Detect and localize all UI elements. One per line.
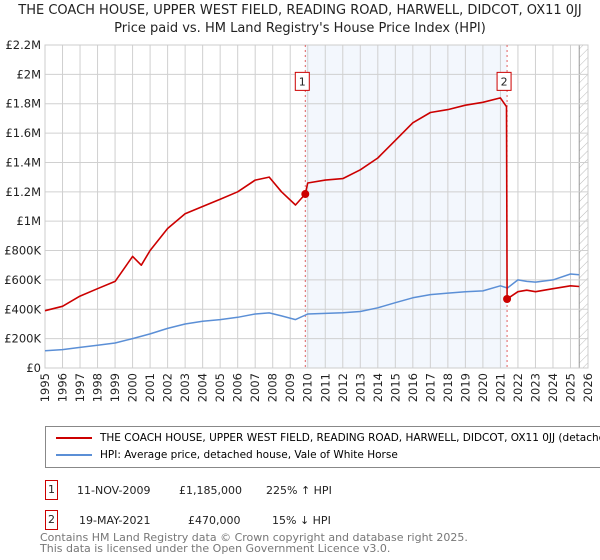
x-tick-label: 2015 (388, 373, 402, 402)
x-tick-label: 2008 (266, 373, 280, 402)
x-tick-label: 1995 (38, 373, 52, 402)
y-tick-label: £600K (4, 273, 41, 287)
sale-period-shading (305, 45, 508, 368)
x-tick-label: 2006 (231, 373, 245, 402)
legend-swatch-hpi (56, 454, 92, 456)
sale-label: 1 (299, 75, 306, 88)
y-tick-label: £2.2M (5, 38, 41, 52)
x-tick-label: 2001 (143, 373, 157, 402)
x-tick-label: 2020 (476, 373, 490, 402)
x-tick-label: 2024 (546, 373, 560, 402)
y-tick-label: £1M (16, 214, 41, 228)
x-tick-label: 2003 (178, 373, 192, 402)
x-tick-label: 2012 (336, 373, 350, 402)
chart-title: THE COACH HOUSE, UPPER WEST FIELD, READI… (18, 3, 582, 18)
sale-point (301, 190, 310, 199)
x-tick-label: 2005 (213, 373, 227, 402)
x-tick-label: 2002 (161, 373, 175, 402)
y-tick-label: £1.2M (5, 185, 41, 199)
footer-line-1: Contains HM Land Registry data © Crown c… (40, 531, 468, 544)
sale-badge: 1 (45, 480, 58, 500)
x-tick-label: 2014 (371, 373, 385, 402)
x-tick-label: 2007 (248, 373, 262, 402)
sale-label: 2 (501, 75, 508, 88)
sale-price: £470,000 (188, 514, 241, 527)
legend: THE COACH HOUSE, UPPER WEST FIELD, READI… (45, 426, 600, 468)
chart-subtitle: Price paid vs. HM Land Registry's House … (114, 21, 486, 36)
property-line (44, 97, 580, 312)
x-tick-label: 2017 (423, 373, 437, 402)
x-tick-label: 1999 (108, 373, 122, 402)
x-tick-label: 2019 (458, 373, 472, 402)
x-tick-label: 2021 (493, 373, 507, 402)
y-tick-label: £400K (4, 302, 41, 316)
legend-hpi: HPI: Average price, detached house, Vale… (100, 449, 398, 461)
sale-badge: 2 (45, 510, 58, 530)
x-tick-label: 2004 (196, 373, 210, 402)
y-tick-label: £1.4M (5, 155, 41, 169)
x-tick-label: 2016 (406, 373, 420, 402)
sale-hpi: 225% ↑ HPI (266, 484, 332, 497)
footer-line-2: This data is licensed under the Open Gov… (40, 542, 391, 555)
sale-point (503, 294, 512, 303)
x-tick-label: 2026 (581, 373, 595, 402)
sale-price: £1,185,000 (179, 484, 242, 497)
x-tick-label: 2010 (301, 373, 315, 402)
x-tick-label: 1996 (56, 373, 70, 402)
x-tick-label: 2009 (283, 373, 297, 402)
x-tick-label: 2022 (511, 373, 525, 402)
y-tick-label: £1.8M (5, 97, 41, 111)
x-tick-label: 2018 (441, 373, 455, 402)
hpi-line (44, 273, 580, 352)
sale-label-box (294, 71, 310, 91)
legend-swatch-property (56, 437, 92, 439)
y-tick-label: £1.6M (5, 126, 41, 140)
x-tick-label: 2011 (318, 373, 332, 402)
footer: Contains HM Land Registry data © Crown c… (40, 532, 468, 554)
sale-date: 19-MAY-2021 (79, 514, 151, 527)
x-tick-label: 2013 (353, 373, 367, 402)
x-tick-label: 2023 (528, 373, 542, 402)
y-tick-label: £0 (26, 361, 41, 375)
plot-area: 1995 1996 1997 1998 1999 2000 2001 2002 2003 2004… (4, 38, 595, 402)
sale-hpi: 15% ↓ HPI (272, 514, 331, 527)
legend-property: THE COACH HOUSE, UPPER WEST FIELD, READI… (100, 432, 600, 444)
x-tick-label: 1998 (91, 373, 105, 402)
sale-date: 11-NOV-2009 (77, 484, 151, 497)
plot-border (44, 44, 589, 369)
y-tick-label: £200K (4, 332, 41, 346)
x-tick-label: 2025 (563, 373, 577, 402)
y-tick-label: £2M (16, 67, 41, 81)
forecast-hatch (579, 45, 588, 368)
y-tick-label: £800K (4, 244, 41, 258)
x-tick-label: 1997 (73, 373, 87, 402)
x-tick-label: 2000 (126, 373, 140, 402)
sale-label-box (496, 71, 512, 91)
